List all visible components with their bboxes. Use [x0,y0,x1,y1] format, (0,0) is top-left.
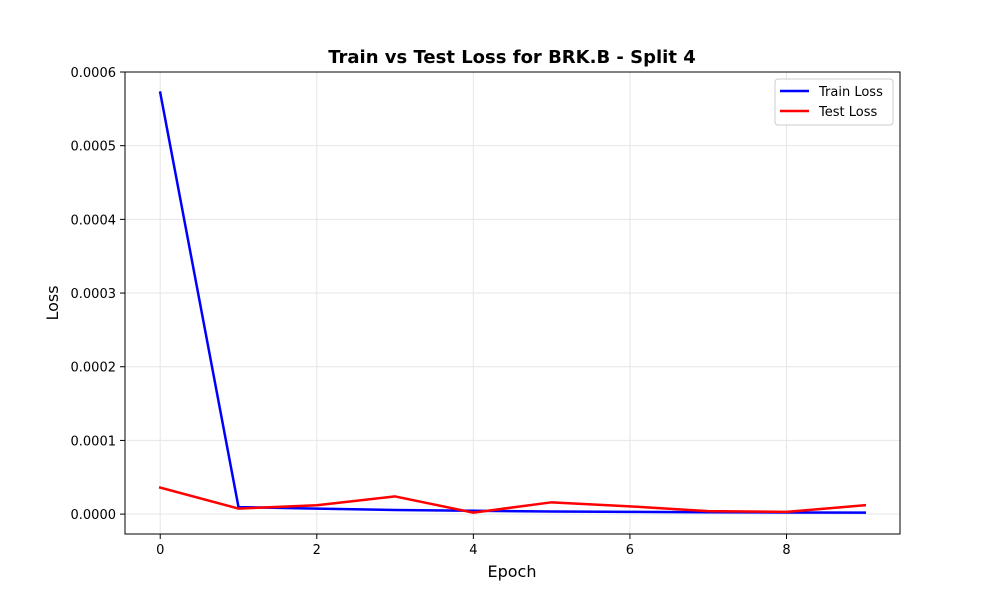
legend: Train Loss Test Loss [774,78,894,126]
legend-label-test-loss: Test Loss [818,105,877,120]
series-lines [158,91,867,514]
x-axis-ticks: 0 2 4 6 8 [156,534,791,558]
x-axis-label: Epoch [488,562,537,581]
x-tick-label: 8 [782,543,790,558]
x-tick-label: 6 [626,543,634,558]
y-tick-label: 0.0006 [71,66,117,81]
x-tick-label: 2 [313,543,321,558]
x-tick-label: 0 [156,543,164,558]
y-axis-ticks: 0.0000 0.0001 0.0002 0.0003 0.0004 0.0005 0.00… [71,66,125,523]
y-tick-label: 0.0004 [71,213,117,228]
y-tick-label: 0.0002 [71,361,117,376]
y-tick-label: 0.0001 [71,434,117,449]
y-tick-label: 0.0000 [71,508,117,523]
y-tick-label: 0.0005 [71,140,117,155]
series-line-test-loss [158,486,867,514]
legend-label-train-loss: Train Loss [818,85,883,100]
x-tick-label: 4 [469,543,477,558]
series-line-train-loss [158,91,867,514]
y-tick-label: 0.0003 [71,287,117,302]
plot-area-frame [124,71,901,535]
grid [125,71,900,534]
y-axis-label: Loss [43,285,62,320]
chart-title: Train vs Test Loss for BRK.B - Split 4 [328,47,696,68]
